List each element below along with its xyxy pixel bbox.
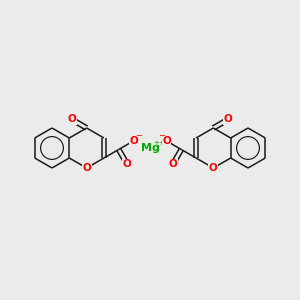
Text: O: O bbox=[123, 159, 132, 169]
Text: O: O bbox=[82, 163, 91, 173]
Text: O: O bbox=[168, 159, 177, 169]
Text: O: O bbox=[224, 115, 233, 124]
Text: O: O bbox=[162, 136, 171, 146]
Text: O: O bbox=[209, 163, 218, 173]
Text: Mg: Mg bbox=[141, 143, 159, 153]
Text: −: − bbox=[135, 131, 142, 140]
Text: O: O bbox=[68, 115, 76, 124]
Text: −: − bbox=[158, 131, 165, 140]
Text: O: O bbox=[129, 136, 138, 146]
Text: ++: ++ bbox=[153, 140, 165, 146]
